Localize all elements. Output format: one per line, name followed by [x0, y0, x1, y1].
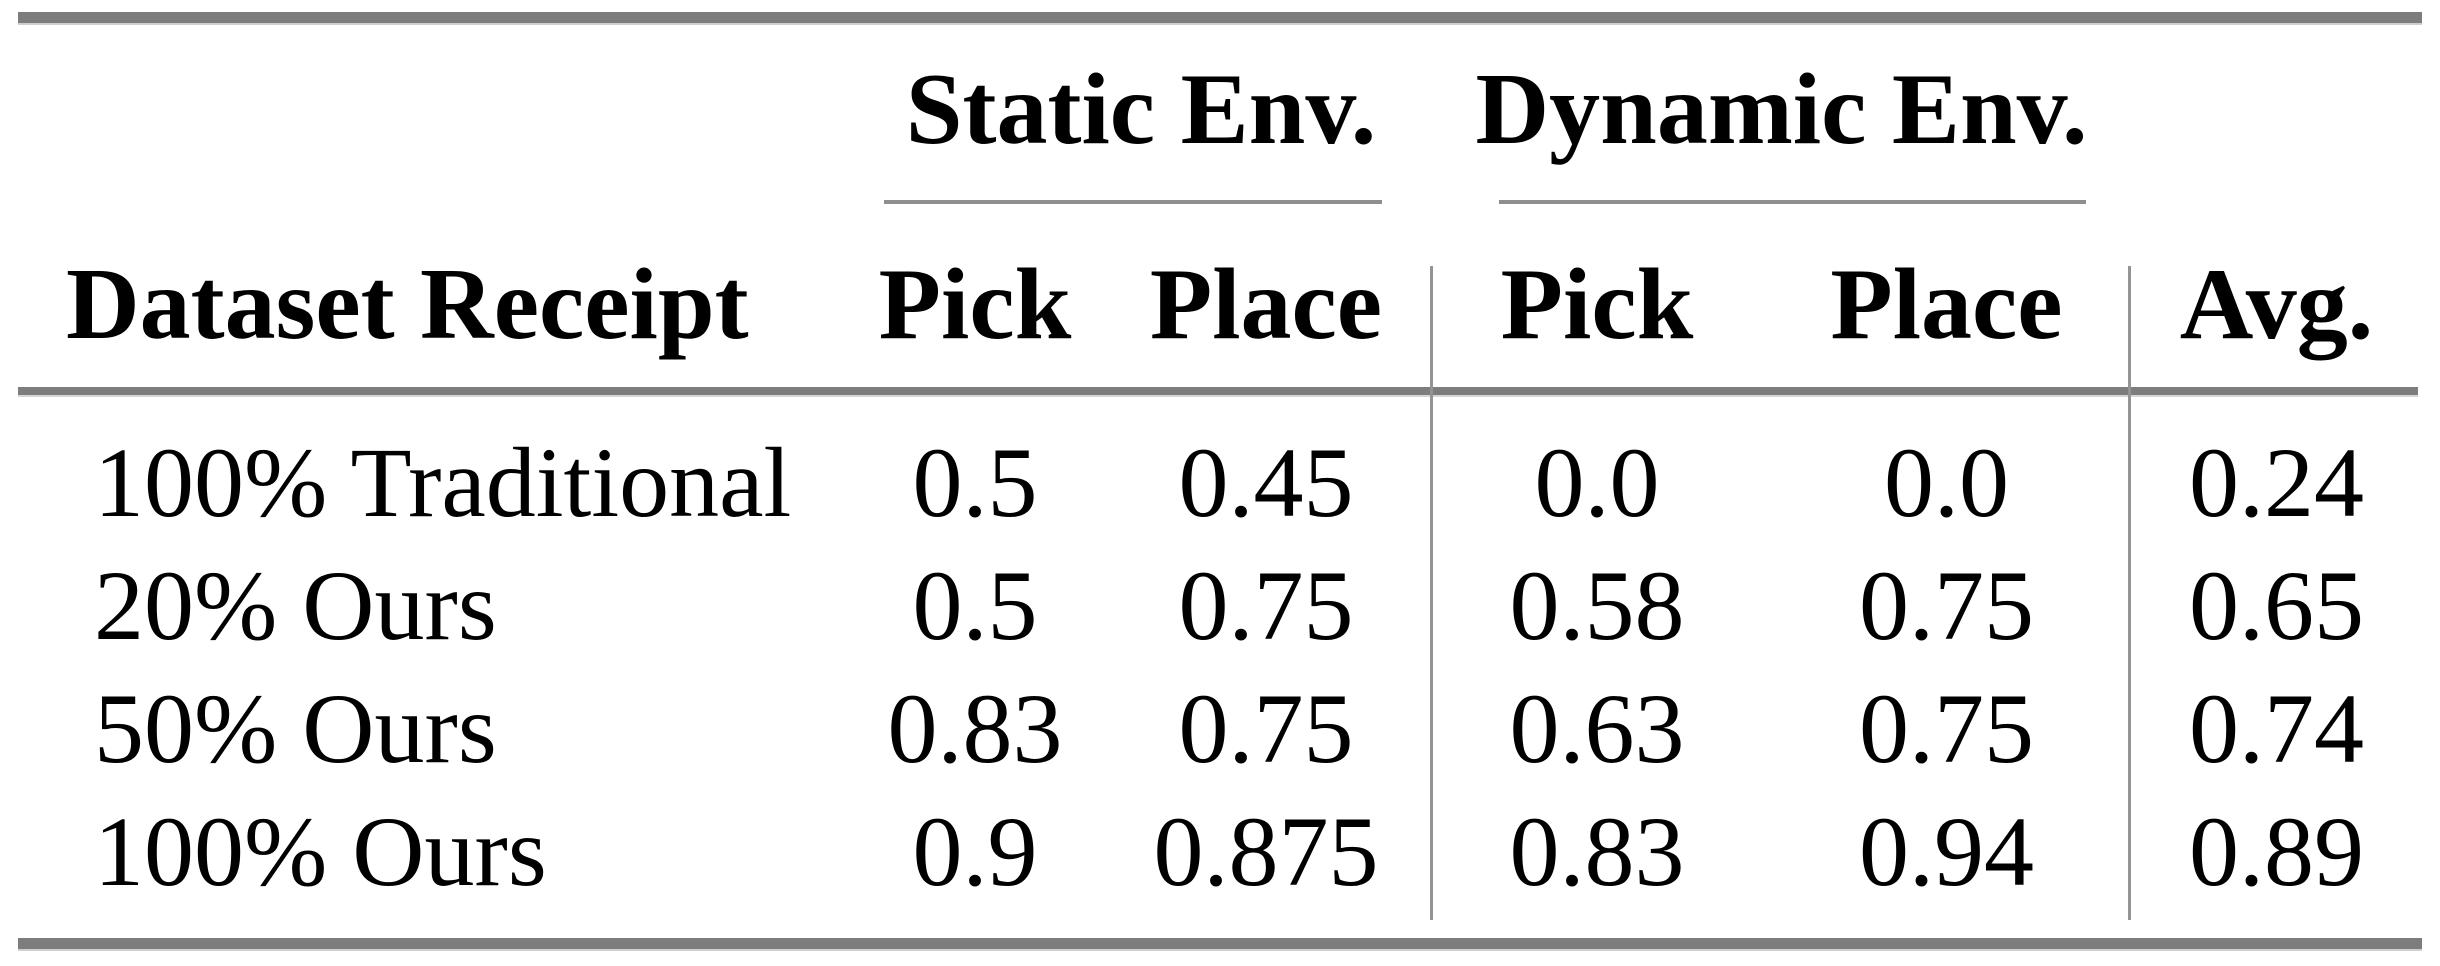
column-group-row: Static Env. Dynamic Env. — [30, 40, 2422, 180]
dynamic-env-cmidrule — [1499, 200, 2086, 204]
table-row: 100% Ours 0.9 0.875 0.83 0.94 0.89 — [30, 789, 2422, 914]
column-header-row: Dataset Receipt Pick Place Pick Place Av… — [30, 240, 2422, 370]
table-row: 20% Ours 0.5 0.75 0.58 0.75 0.65 — [30, 543, 2422, 668]
top-rule — [18, 12, 2422, 23]
cell-dynamic-pick: 0.0 — [1534, 426, 1660, 538]
col-header-dynamic-pick: Pick — [1500, 248, 1694, 361]
row-label: 20% Ours — [94, 549, 497, 661]
cell-dynamic-place: 0.94 — [1859, 795, 2034, 907]
static-env-cmidrule — [884, 200, 1382, 204]
cell-static-pick: 0.5 — [912, 549, 1038, 661]
cell-dynamic-place: 0.75 — [1859, 549, 2034, 661]
col-header-static-pick: Pick — [878, 248, 1072, 361]
cell-avg: 0.74 — [2189, 672, 2364, 784]
col-header-dynamic-place: Place — [1830, 248, 2063, 361]
col-group-static-env: Static Env. — [905, 53, 1377, 166]
cell-avg: 0.65 — [2189, 549, 2364, 661]
avg-divider — [2128, 266, 2131, 920]
cell-avg: 0.89 — [2189, 795, 2364, 907]
col-header-static-place: Place — [1149, 248, 1383, 361]
cell-static-place: 0.875 — [1153, 795, 1379, 907]
cell-static-place: 0.75 — [1178, 549, 1354, 661]
col-group-dynamic-env: Dynamic Env. — [1475, 53, 2088, 166]
header-midrule — [18, 387, 2418, 395]
cell-static-pick: 0.83 — [887, 672, 1063, 784]
row-label: 100% Traditional — [94, 426, 792, 538]
col-header-dataset-receipt: Dataset Receipt — [66, 248, 749, 361]
cell-static-pick: 0.9 — [912, 795, 1038, 907]
bottom-rule — [18, 938, 2422, 949]
col-header-avg: Avg. — [2179, 248, 2374, 361]
cell-static-place: 0.45 — [1178, 426, 1354, 538]
cell-static-place: 0.75 — [1178, 672, 1354, 784]
table-row: 100% Traditional 0.5 0.45 0.0 0.0 0.24 — [30, 420, 2422, 545]
cell-dynamic-place: 0.75 — [1859, 672, 2034, 784]
table-row: 50% Ours 0.83 0.75 0.63 0.75 0.74 — [30, 666, 2422, 791]
cell-dynamic-pick: 0.83 — [1509, 795, 1685, 907]
static-dynamic-divider — [1430, 266, 1433, 920]
cell-dynamic-pick: 0.63 — [1509, 672, 1685, 784]
cell-dynamic-pick: 0.58 — [1509, 549, 1685, 661]
cell-dynamic-place: 0.0 — [1884, 426, 2009, 538]
cell-static-pick: 0.5 — [912, 426, 1038, 538]
row-label: 100% Ours — [94, 795, 547, 907]
cell-avg: 0.24 — [2189, 426, 2364, 538]
row-label: 50% Ours — [94, 672, 497, 784]
